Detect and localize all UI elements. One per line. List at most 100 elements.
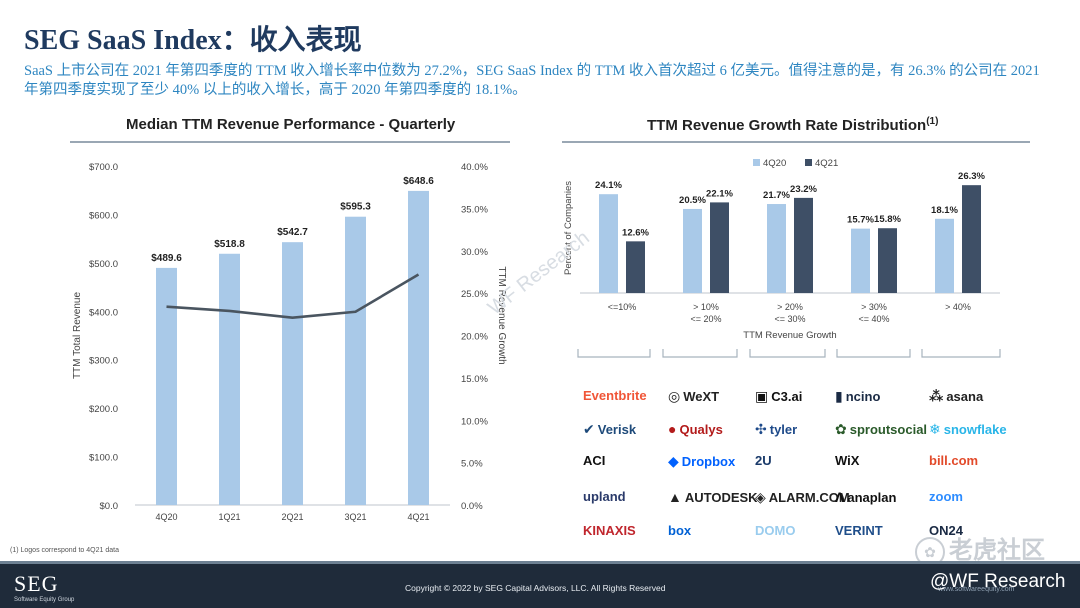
right-chart-title-note: (1) — [926, 116, 939, 127]
x-tick-label: > 40% — [945, 302, 971, 312]
revenue-bar — [408, 190, 429, 506]
page-subtitle: SaaS 上市公司在 2021 年第四季度的 TTM 收入增长率中位数为 27.… — [24, 63, 1040, 98]
logo-text: bill.com — [929, 453, 979, 468]
company-logo: ✿ sproutsocial — [835, 421, 927, 438]
y-tick-label: $0.0 — [100, 501, 119, 512]
x-tick-label: <=10% — [608, 302, 637, 312]
bar-data-label: 12.6% — [622, 227, 649, 238]
distribution-bar — [962, 185, 981, 293]
x-tick-label: 4Q20 — [155, 512, 177, 522]
logo-icon: ✔ — [583, 421, 595, 437]
growth-distribution-chart: 24.1% 12.6% <=10% 20.5%22.1% > 10% <= 20% 21.7… — [563, 158, 1000, 341]
x-tick-label: 3Q21 — [344, 512, 366, 522]
logo-text: box — [668, 523, 692, 538]
y-tick-label: $100.0 — [89, 453, 118, 464]
y2-tick-label: 35.0% — [461, 204, 488, 215]
company-logo: KINAXIS — [583, 523, 636, 538]
logo-text: upland — [583, 489, 626, 504]
footer-divider — [0, 561, 1080, 564]
bar-data-label: $518.8 — [214, 239, 245, 250]
legend-label: 4Q20 — [763, 158, 786, 169]
company-logo: upland — [583, 489, 626, 504]
bar-data-label: 20.5% — [679, 195, 706, 206]
y2-tick-label: 5.0% — [461, 459, 483, 470]
logo-icon: ◎ — [668, 388, 681, 404]
company-logo: ▲ AUTODESK — [668, 489, 758, 505]
revenue-performance-chart: $0.0 $100.0 $200.0 $300.0 $400.0 $500.0 $600.0… — [72, 162, 507, 522]
logo-icon: ⁂ — [929, 388, 944, 404]
left-chart-rule — [70, 141, 510, 143]
logo-icon: ✿ — [835, 421, 847, 437]
company-logo: bill.com — [929, 453, 978, 468]
logo-icon: ▮ — [835, 388, 843, 404]
logo-icon: ● — [668, 421, 677, 437]
distribution-bar — [794, 197, 813, 293]
company-logo: 2U — [755, 453, 772, 468]
right-chart-title-text: TTM Revenue Growth Rate Distribution — [647, 117, 927, 134]
distribution-bar — [767, 204, 786, 293]
y2-tick-label: 15.0% — [461, 374, 488, 385]
company-logo: ◆ Dropbox — [668, 453, 735, 470]
company-logo: zoom — [929, 489, 963, 504]
logo-icon: ❄ — [929, 421, 941, 437]
company-logo: box — [668, 523, 691, 538]
bar-data-label: $489.6 — [151, 253, 182, 264]
company-logo: ❄ snowflake — [929, 421, 1007, 438]
distribution-bar — [878, 228, 897, 293]
seg-logo-subtitle: Software Equity Group — [14, 597, 75, 603]
y2-tick-label: 25.0% — [461, 289, 488, 300]
revenue-bar — [156, 267, 177, 505]
bar-data-label: $595.3 — [340, 202, 371, 213]
community-watermark: ✿ 老虎社区 — [915, 530, 1045, 567]
seg-logo: SEG — [14, 571, 59, 596]
logo-text: VERINT — [835, 523, 883, 538]
company-logo: ON24 — [929, 523, 963, 538]
company-logo: ✔ Verisk — [583, 421, 636, 438]
y-tick-label: $400.0 — [89, 307, 118, 318]
y-axis-title: Percent of Companies — [563, 181, 574, 275]
logo-text: ACI — [583, 453, 606, 468]
x-tick-label: > 20% — [777, 302, 803, 312]
x-tick-label: <= 30% — [774, 314, 805, 324]
bar-data-label: $648.6 — [403, 176, 434, 187]
growth-line — [166, 273, 420, 320]
y-axis-title: TTM Total Revenue — [72, 292, 83, 380]
wf-research-handle: @WF Research — [930, 571, 1066, 592]
left-chart-title: Median TTM Revenue Performance - Quarter… — [126, 116, 456, 133]
distribution-bar — [851, 228, 870, 293]
logo-text: Verisk — [597, 422, 637, 437]
logo-icon: ◈ — [755, 489, 766, 505]
category-brackets — [577, 349, 1001, 358]
y-tick-label: $300.0 — [89, 356, 118, 367]
bar-data-label: $542.7 — [277, 227, 308, 238]
y2-tick-label: 40.0% — [461, 162, 488, 173]
logo-text: anaplan — [847, 489, 897, 505]
bar-data-label: 21.7% — [763, 190, 790, 201]
logo-text: 2U — [755, 453, 772, 468]
bar-data-label: 26.3% — [958, 171, 985, 182]
logo-text: C3.ai — [771, 389, 803, 404]
company-logo: WiX — [835, 453, 859, 468]
website-link[interactable]: www.softwareequity.com — [938, 586, 1015, 593]
distribution-bar — [935, 218, 954, 293]
company-logo: ▮ ncino — [835, 388, 880, 405]
logo-text: Eventbrite — [583, 388, 647, 403]
x-tick-label: 2Q21 — [281, 512, 303, 522]
y2-tick-label: 0.0% — [461, 501, 483, 512]
x-tick-label: <= 20% — [690, 314, 721, 324]
logo-text: ON24 — [929, 523, 963, 538]
y-tick-label: $700.0 — [89, 162, 118, 173]
company-logo: ✣ tyler — [755, 421, 797, 438]
distribution-bar — [683, 208, 702, 293]
distribution-bar — [710, 202, 729, 293]
page-title: SEG SaaS Index：收入表现 — [24, 25, 362, 56]
logo-text: DOMO — [755, 523, 796, 538]
y2-tick-label: 10.0% — [461, 416, 488, 427]
copyright-text: Copyright © 2022 by SEG Capital Advisors… — [405, 583, 666, 593]
company-logo: VERINT — [835, 523, 883, 538]
logo-text: WeXT — [683, 389, 720, 404]
community-name: 老虎社区 — [949, 537, 1045, 564]
revenue-bar — [345, 216, 366, 505]
y2-axis-title: TTM Revenue Growth — [496, 266, 507, 364]
